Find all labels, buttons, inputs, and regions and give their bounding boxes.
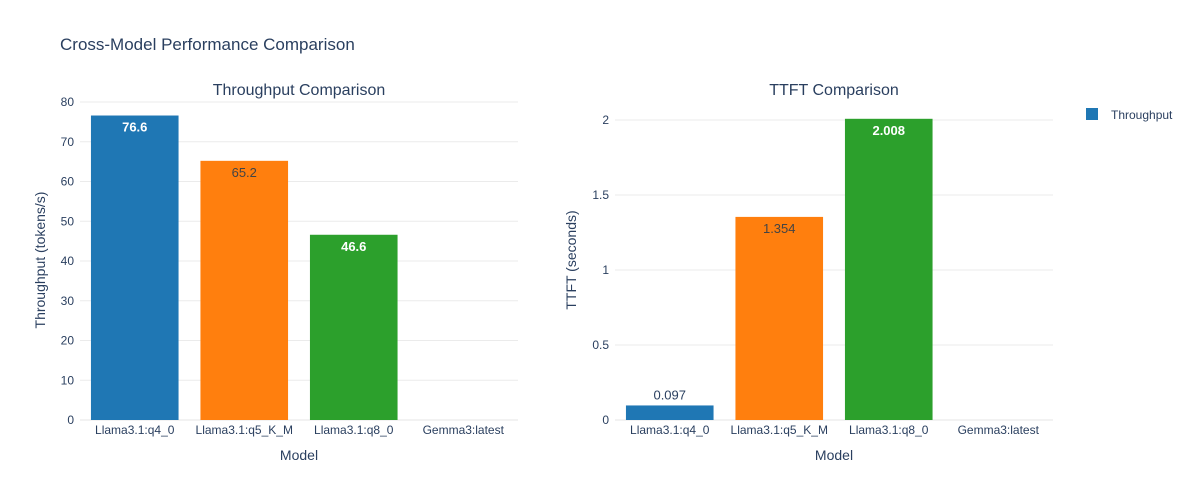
throughput-x-tick-label: Llama3.1:q4_0 bbox=[95, 423, 175, 437]
throughput-bar-value-label: 46.6 bbox=[341, 239, 366, 254]
ttft-title: TTFT Comparison bbox=[769, 82, 899, 99]
ttft-y-tick-label: 2 bbox=[602, 113, 609, 127]
throughput-x-tick-label: Llama3.1:q5_K_M bbox=[196, 423, 293, 437]
throughput-bar[interactable] bbox=[200, 160, 289, 420]
ttft-y-axis-title: TTFT (seconds) bbox=[563, 210, 579, 309]
throughput-y-tick-label: 10 bbox=[61, 373, 75, 387]
throughput-x-tick-label: Gemma3:latest bbox=[423, 423, 505, 437]
ttft-bar-value-label: 2.008 bbox=[872, 123, 905, 138]
legend-label-throughput: Throughput bbox=[1111, 108, 1173, 122]
ttft-bar-value-label: 1.354 bbox=[763, 221, 796, 236]
ttft-x-axis-title: Model bbox=[815, 447, 853, 463]
ttft-y-tick-label: 1.5 bbox=[592, 188, 609, 202]
throughput-y-tick-label: 60 bbox=[61, 175, 75, 189]
throughput-y-tick-label: 80 bbox=[61, 95, 75, 109]
throughput-x-tick-label: Llama3.1:q8_0 bbox=[314, 423, 394, 437]
throughput-y-axis-title: Throughput (tokens/s) bbox=[32, 192, 48, 329]
ttft-x-tick-label: Llama3.1:q4_0 bbox=[630, 423, 710, 437]
ttft-bar[interactable] bbox=[844, 118, 933, 421]
throughput-x-axis-title: Model bbox=[280, 447, 318, 463]
ttft-y-tick-label: 1 bbox=[602, 263, 609, 277]
throughput-y-tick-label: 0 bbox=[67, 413, 74, 427]
throughput-bar-value-label: 65.2 bbox=[232, 165, 257, 180]
ttft-bar-value-label: 0.097 bbox=[653, 387, 686, 402]
throughput-y-tick-label: 20 bbox=[61, 334, 75, 348]
throughput-y-tick-label: 50 bbox=[61, 214, 75, 228]
throughput-panel: Throughput Comparison 76.6 65.2 46.6 0 10 20… bbox=[32, 82, 518, 463]
chart-main-title: Cross-Model Performance Comparison bbox=[60, 35, 355, 54]
ttft-bar[interactable] bbox=[625, 405, 714, 420]
ttft-bar[interactable] bbox=[735, 216, 824, 420]
throughput-bar[interactable] bbox=[90, 115, 179, 420]
ttft-y-tick-label: 0 bbox=[602, 413, 609, 427]
ttft-panel: TTFT Comparison 0.097 1.354 2.008 0 0.5 1 1.5… bbox=[563, 82, 1053, 463]
ttft-x-tick-label: Llama3.1:q5_K_M bbox=[731, 423, 828, 437]
ttft-y-tick-label: 0.5 bbox=[592, 338, 609, 352]
throughput-bar[interactable] bbox=[309, 234, 398, 420]
ttft-x-tick-label: Llama3.1:q8_0 bbox=[849, 423, 929, 437]
throughput-y-tick-label: 70 bbox=[61, 135, 75, 149]
throughput-bar-value-label: 76.6 bbox=[122, 120, 147, 135]
throughput-title: Throughput Comparison bbox=[213, 82, 386, 99]
throughput-y-tick-label: 30 bbox=[61, 294, 75, 308]
ttft-x-tick-label: Gemma3:latest bbox=[958, 423, 1040, 437]
legend[interactable]: Throughput bbox=[1086, 108, 1173, 122]
throughput-y-tick-label: 40 bbox=[61, 254, 75, 268]
legend-swatch-throughput bbox=[1086, 108, 1098, 120]
